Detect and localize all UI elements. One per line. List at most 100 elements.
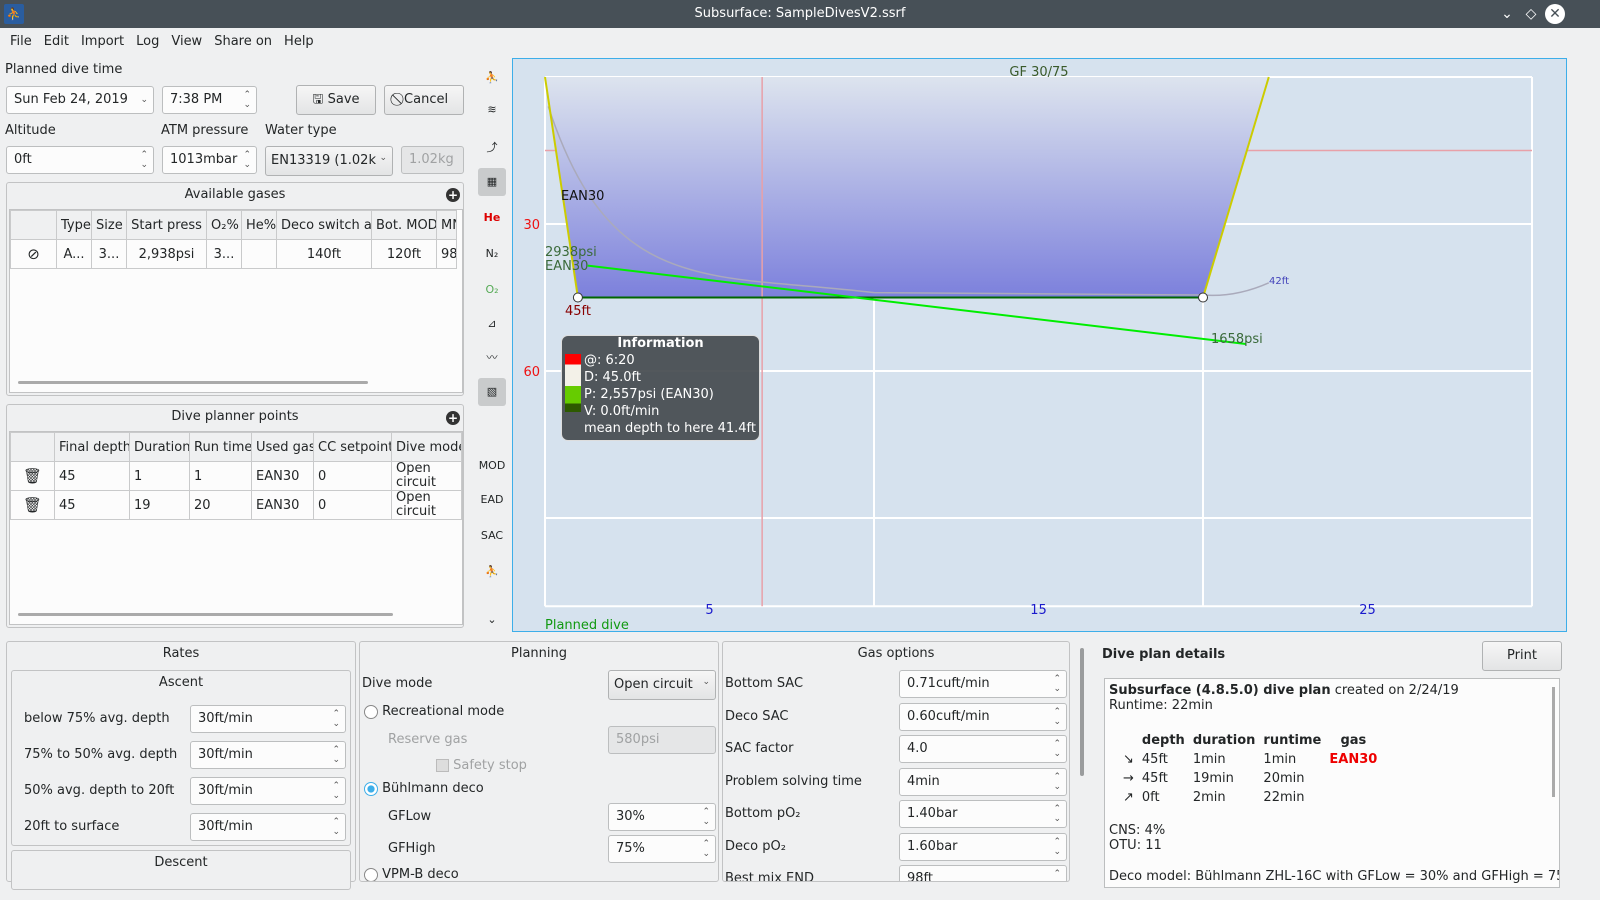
- table-row[interactable]: 🗑 45 19 20 EAN30 0 Open circuit: [10, 490, 462, 520]
- spin-arrows-icon: ⌃⌄: [1053, 836, 1061, 857]
- column-header[interactable]: Run time: [189, 432, 252, 462]
- vertical-scrollbar[interactable]: [1552, 687, 1555, 797]
- menu-edit[interactable]: Edit: [43, 34, 69, 49]
- water-type-select[interactable]: EN13319 (1.02k ⌄: [265, 146, 393, 176]
- column-header[interactable]: [10, 432, 55, 462]
- column-header[interactable]: Duration: [129, 432, 190, 462]
- ead-icon[interactable]: EAD: [480, 493, 504, 506]
- menu-import[interactable]: Import: [80, 34, 125, 49]
- column-header[interactable]: Deco switch at: [276, 210, 372, 240]
- descent-title: Descent: [154, 855, 208, 870]
- print-button[interactable]: Print: [1482, 641, 1562, 671]
- gas-option-value: 4min: [907, 773, 940, 789]
- dive-mode-label: Dive mode: [362, 676, 433, 691]
- column-header[interactable]: [10, 210, 57, 240]
- column-header[interactable]: He%: [241, 210, 277, 240]
- details-cell: EAN30: [1329, 751, 1378, 767]
- menu-view[interactable]: View: [171, 34, 203, 49]
- ascent-rate-label: below 75% avg. depth: [24, 711, 170, 726]
- heartrate-icon[interactable]: ⊿: [487, 317, 497, 330]
- altitude-spinbox[interactable]: 0ft ⌃ ⌄: [6, 146, 154, 174]
- tissue-icon[interactable]: ▦: [478, 168, 506, 196]
- n2-icon[interactable]: N₂: [485, 247, 499, 260]
- dive-profile-chart[interactable]: 5 15 25 30 60 GF 30/75 Planned dive EAN30 2938ps…: [512, 58, 1567, 632]
- delete-gas-icon[interactable]: ⊘: [10, 239, 57, 269]
- spin-arrows-icon: ⌃⌄: [1053, 706, 1061, 727]
- gas-option-spinbox[interactable]: 4min ⌃ ⌄: [899, 767, 1067, 796]
- horizontal-scrollbar[interactable]: [18, 613, 393, 616]
- gas-option-spinbox[interactable]: 98ft ⌃⌄: [899, 865, 1067, 881]
- date-picker[interactable]: Sun Feb 24, 2019 ⌄: [6, 86, 154, 114]
- add-point-icon[interactable]: +: [446, 411, 460, 425]
- menu-share[interactable]: Share on: [214, 34, 273, 49]
- column-header[interactable]: Start press: [126, 210, 207, 240]
- details-header: runtime: [1263, 732, 1322, 748]
- column-header[interactable]: Size: [91, 210, 127, 240]
- column-header[interactable]: CC setpoint: [313, 432, 392, 462]
- details-cell: [1329, 788, 1385, 807]
- column-header[interactable]: Used gas: [251, 432, 314, 462]
- splitter-handle[interactable]: [1080, 648, 1084, 776]
- planner-point-handle[interactable]: [1198, 292, 1208, 303]
- ascent-rate-spinbox[interactable]: 30ft/min ⌃ ⌄: [190, 777, 346, 805]
- menu-log[interactable]: Log: [136, 34, 160, 49]
- gas-option-spinbox[interactable]: 1.40bar ⌃ ⌄: [899, 800, 1067, 828]
- delete-point-icon[interactable]: 🗑: [10, 461, 55, 491]
- vpmb-radio[interactable]: VPM-B deco: [364, 867, 459, 881]
- gfhigh-spinbox[interactable]: 75% ⌃ ⌄: [608, 835, 716, 863]
- time-spinbox[interactable]: 7:38 PM ⌃ ⌄: [162, 86, 257, 114]
- gflow-spinbox[interactable]: 30% ⌃ ⌄: [608, 803, 716, 831]
- calc-ceiling-icon[interactable]: ⤴: [486, 141, 498, 154]
- minimize-button[interactable]: ⌄: [1501, 6, 1513, 22]
- ascent-rate-spinbox[interactable]: 30ft/min ⌃ ⌄: [190, 705, 346, 733]
- menu-help[interactable]: Help: [284, 34, 314, 49]
- delete-point-icon[interactable]: 🗑: [10, 490, 55, 520]
- cancel-button[interactable]: ⃠ Cancel: [384, 85, 464, 115]
- gas-option-spinbox[interactable]: 1.60bar ⌃ ⌄: [899, 832, 1067, 861]
- deco-model: Deco model: Bühlmann ZHL-16C with GFLow …: [1109, 869, 1560, 884]
- ceiling-icon[interactable]: ≋: [487, 103, 497, 116]
- maximize-button[interactable]: ◇: [1525, 6, 1537, 22]
- ascent-rate-spinbox[interactable]: 30ft/min ⌃ ⌄: [190, 813, 346, 841]
- gas-option-spinbox[interactable]: 4.0 ⌃ ⌄: [899, 735, 1067, 763]
- planner-point-handle[interactable]: [572, 292, 583, 303]
- gas-graph-icon[interactable]: ▧: [478, 378, 506, 406]
- atm-spinbox[interactable]: 1013mbar ⌃ ⌄: [162, 146, 257, 174]
- column-header[interactable]: Type: [56, 210, 92, 240]
- close-button[interactable]: ✕: [1545, 4, 1565, 24]
- gas-option-spinbox[interactable]: 0.71cuft/min ⌃ ⌄: [899, 670, 1067, 698]
- ascent-rate-spinbox[interactable]: 30ft/min ⌃ ⌄: [190, 741, 346, 769]
- column-header[interactable]: Final depth: [54, 432, 130, 462]
- gas-option-value: 1.40bar: [907, 806, 958, 821]
- recreational-mode-radio[interactable]: Recreational mode: [364, 704, 504, 719]
- rates-title: Rates: [162, 646, 200, 661]
- points-table: Final depth Duration Run time Used gas CC se…: [9, 431, 463, 625]
- chevron-down-icon[interactable]: ⌄: [487, 613, 497, 626]
- gas-option-label: Bottom pO₂: [725, 806, 801, 821]
- table-row[interactable]: 🗑 45 1 1 EAN30 0 Open circuit: [10, 461, 462, 491]
- mod-icon[interactable]: MOD: [478, 459, 506, 472]
- photo-icon[interactable]: ⛹: [485, 565, 499, 578]
- save-button[interactable]: 🖫 Save: [296, 85, 376, 115]
- menu-file[interactable]: File: [10, 34, 32, 49]
- reserve-gas-spinbox: 580psi: [608, 726, 716, 754]
- print-label: Print: [1507, 648, 1537, 663]
- gas-option-spinbox[interactable]: 0.60cuft/min ⌃ ⌄: [899, 702, 1067, 731]
- atm-value: 1013mbar: [170, 152, 238, 167]
- horizontal-scrollbar[interactable]: [18, 381, 368, 384]
- profile-icon[interactable]: ⛹: [485, 71, 499, 84]
- dive-mode-select[interactable]: Open circuit ⌄: [608, 670, 716, 700]
- he-icon[interactable]: He: [483, 211, 501, 224]
- column-header[interactable]: MND: [436, 210, 457, 240]
- column-header[interactable]: O₂%: [206, 210, 242, 240]
- sac-icon[interactable]: SAC: [480, 529, 504, 542]
- column-header[interactable]: Dive mode: [391, 432, 462, 462]
- column-header[interactable]: Bot. MOD: [371, 210, 437, 240]
- add-gas-icon[interactable]: +: [446, 188, 460, 202]
- buhlmann-radio[interactable]: Bühlmann deco: [364, 781, 484, 796]
- water-density-value: 1.02kg: [409, 152, 454, 167]
- ascent-group: Ascent below 75% avg. depth 30ft/min ⌃ ⌄ 75%…: [11, 670, 351, 846]
- o2-icon[interactable]: O₂: [485, 283, 499, 296]
- ruler-icon[interactable]: 〰: [486, 351, 498, 364]
